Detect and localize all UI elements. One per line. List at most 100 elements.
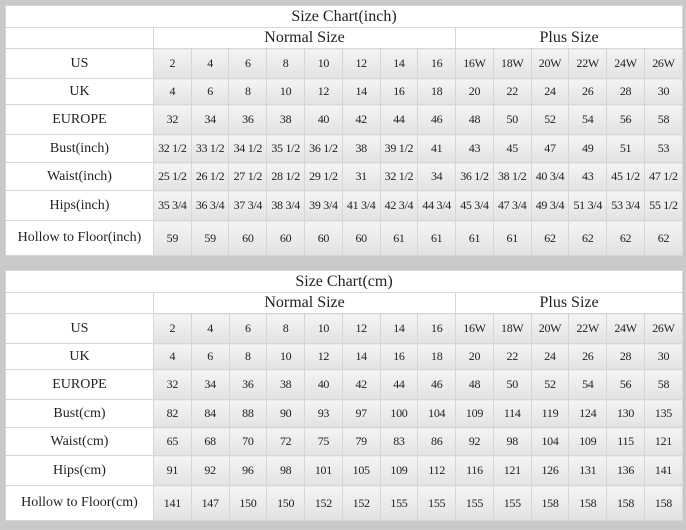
- table-row: Hips(inch) 35 3/4 36 3/4 37 3/4 38 3/4 39 3/4…: [5, 190, 684, 221]
- size-cell: 50: [492, 369, 532, 400]
- size-cell: 60: [228, 220, 268, 256]
- size-cell: 61: [492, 220, 532, 256]
- size-cell: 135: [643, 399, 684, 428]
- size-cell: 16: [417, 313, 457, 344]
- size-cell: 4: [190, 313, 230, 344]
- size-cell: 68: [190, 427, 230, 456]
- size-cell: 18W: [492, 48, 532, 79]
- size-cell: 155: [455, 485, 494, 521]
- size-cell: 49 3/4: [530, 190, 570, 221]
- size-cell: 20W: [530, 48, 570, 79]
- table-row: EUROPE 32 34 36 38 40 42 44 46 48 50 52 54 56 58: [5, 104, 684, 135]
- table-row: US 2 4 6 8 10 12 14 16 16W 18W 20W 22W 24W 26W: [5, 313, 684, 344]
- size-cell: 34 1/2: [228, 134, 268, 163]
- size-cell: 44: [379, 369, 419, 400]
- row-label: Bust(inch): [5, 134, 154, 163]
- size-cell: 34: [190, 104, 230, 135]
- size-cell: 26W: [643, 48, 684, 79]
- size-cell: 24W: [606, 313, 645, 344]
- size-cell: 42: [341, 104, 381, 135]
- size-cell: 54: [568, 104, 608, 135]
- size-cell: 38 3/4: [266, 190, 306, 221]
- size-cell: 34: [417, 162, 457, 191]
- size-cell: 35 1/2: [266, 134, 306, 163]
- row-label: Waist(inch): [5, 162, 154, 191]
- size-cell: 109: [455, 399, 494, 428]
- size-cell: 10: [266, 343, 306, 370]
- size-cell: 130: [606, 399, 645, 428]
- size-cell: 4: [152, 78, 192, 105]
- size-cell: 47 1/2: [643, 162, 684, 191]
- size-cell: 16: [379, 343, 419, 370]
- size-cell: 58: [643, 369, 684, 400]
- size-cell: 18W: [492, 313, 532, 344]
- size-cell: 20: [455, 78, 494, 105]
- size-table: Size Chart(cm) Normal Size Plus Size US 2 4 6 8…: [5, 270, 684, 521]
- size-cell: 46: [417, 104, 457, 135]
- size-cell: 60: [341, 220, 381, 256]
- size-cell: 24: [530, 343, 570, 370]
- size-cell: 4: [152, 343, 192, 370]
- size-cell: 16W: [455, 48, 494, 79]
- size-cell: 79: [341, 427, 381, 456]
- size-cell: 86: [417, 427, 457, 456]
- table-row: Hollow to Floor(cm) 141 147 150 150 152 152 155…: [5, 485, 684, 521]
- size-cell: 152: [341, 485, 381, 521]
- row-label: US: [5, 48, 154, 79]
- size-cell: 43: [568, 162, 608, 191]
- size-cell: 62: [606, 220, 645, 256]
- table-row: Waist(cm) 65 68 70 72 75 79 83 86 92 98 104 109 115 12…: [5, 427, 684, 456]
- size-cell: 8: [266, 48, 306, 79]
- size-cell: 32 1/2: [152, 134, 192, 163]
- size-cell: 104: [417, 399, 457, 428]
- size-cell: 70: [228, 427, 268, 456]
- size-cell: 105: [341, 455, 381, 486]
- size-cell: 32: [152, 104, 192, 135]
- size-cell: 56: [606, 369, 645, 400]
- size-cell: 56: [606, 104, 645, 135]
- size-cell: 32: [152, 369, 192, 400]
- size-cell: 12: [341, 313, 381, 344]
- size-cell: 62: [643, 220, 684, 256]
- group-header-row: Normal Size Plus Size: [5, 27, 683, 49]
- size-cell: 112: [417, 455, 457, 486]
- size-cell: 20: [455, 343, 494, 370]
- table-row: UK 4 6 8 10 12 14 16 18 20 22 24 26 28 30: [5, 78, 684, 105]
- size-cell: 14: [341, 78, 381, 105]
- size-cell: 46: [417, 369, 457, 400]
- title-row: Size Chart(inch): [5, 5, 683, 28]
- size-cell: 10: [304, 48, 343, 79]
- size-cell: 6: [190, 78, 230, 105]
- size-cell: 8: [228, 343, 268, 370]
- size-cell: 43: [455, 134, 494, 163]
- size-cell: 114: [492, 399, 532, 428]
- size-cell: 26: [568, 343, 608, 370]
- size-cell: 59: [190, 220, 230, 256]
- table-row: Hips(cm) 91 92 96 98 101 105 109 112 116 121 126 131…: [5, 455, 684, 486]
- size-cell: 30: [643, 78, 684, 105]
- table-row: Hollow to Floor(inch) 59 59 60 60 60 60 61 61 61 6…: [5, 220, 684, 256]
- size-cell: 22W: [568, 48, 608, 79]
- size-cell: 45 1/2: [606, 162, 645, 191]
- size-cell: 10: [304, 313, 343, 344]
- size-cell: 116: [455, 455, 494, 486]
- size-cell: 82: [152, 399, 192, 428]
- group-plus-size: Plus Size: [455, 27, 683, 49]
- size-cell: 88: [228, 399, 268, 428]
- size-cell: 47: [530, 134, 570, 163]
- size-cell: 158: [606, 485, 645, 521]
- size-cell: 109: [379, 455, 419, 486]
- size-cell: 61: [379, 220, 419, 256]
- size-cell: 6: [190, 343, 230, 370]
- size-cell: 24: [530, 78, 570, 105]
- size-cell: 60: [266, 220, 306, 256]
- size-cell: 41 3/4: [341, 190, 381, 221]
- size-cell: 14: [379, 48, 419, 79]
- size-cell: 155: [379, 485, 419, 521]
- size-cell: 136: [606, 455, 645, 486]
- size-cell: 150: [228, 485, 268, 521]
- size-cell: 141: [643, 455, 684, 486]
- row-label: Bust(cm): [5, 399, 154, 428]
- size-cell: 2: [152, 313, 192, 344]
- row-label: UK: [5, 78, 154, 105]
